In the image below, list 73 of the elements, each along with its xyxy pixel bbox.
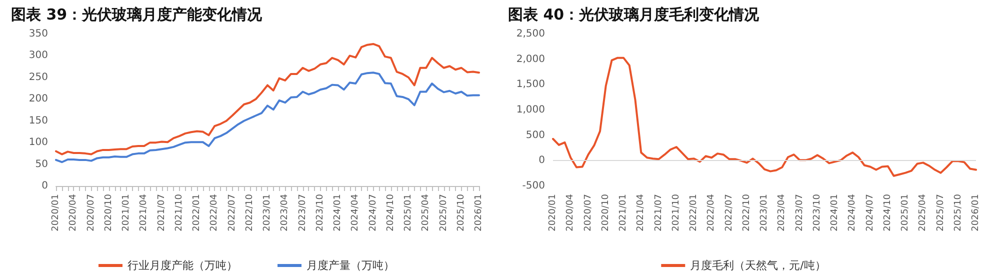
y-tick-label: 500 [526,130,545,141]
x-tick-label: 2025/01 [900,194,910,232]
x-tick-label: 2021/04 [139,194,150,232]
x-tick-label: 2022/01 [689,194,699,232]
x-tick-label: 2026/01 [474,194,484,232]
x-tick-label: 2020/04 [68,194,79,232]
x-tick-label: 2023/10 [315,194,326,232]
x-tick-label: 2022/07 [724,194,734,232]
x-tick-label: 2024/04 [350,194,361,232]
x-tick-label: 2025/07 [936,194,946,232]
line-series [55,42,480,156]
x-tick-label: 2024/10 [386,194,396,232]
x-tick-label: 2022/04 [210,194,220,232]
y-tick-label: 50 [35,158,48,170]
x-tick-label: 2023/01 [760,194,770,232]
y-tick-label: 100 [28,137,48,148]
line-series [55,72,480,164]
x-tick-label: 2024/04 [848,194,858,232]
x-tick-label: 2021/07 [156,194,167,232]
x-tick-label: 2020/04 [566,194,576,232]
chart-title: 图表 40：光伏玻璃月度毛利变化情况 [508,6,760,24]
x-tick-label: 2025/07 [438,194,449,232]
y-tick-label: 350 [28,28,48,40]
y-tick-label: 300 [28,50,48,62]
x-tick-label: 2020/01 [548,194,558,232]
x-tick-label: 2024/07 [865,194,876,232]
x-tick-label: 2021/04 [636,194,646,232]
y-tick-label: 1,500 [516,79,545,90]
x-tick-label: 2025/10 [953,194,964,232]
chart-title: 图表 39：光伏玻璃月度产能变化情况 [11,6,264,24]
legend-label: 行业月度产能（万吨） [128,259,238,272]
x-tick-label: 2020/07 [583,194,594,232]
x-tick-label: 2021/10 [174,194,184,232]
x-tick-label: 2021/01 [618,194,628,232]
x-tick-label: 2023/01 [262,194,272,232]
y-tick-label: 200 [28,94,48,105]
y-tick-label: 2,000 [516,54,545,65]
x-tick-label: 2021/01 [122,194,132,232]
x-tick-label: 2020/10 [104,194,114,232]
x-tick-label: 2023/07 [298,194,308,232]
x-tick-label: 2024/10 [882,194,893,232]
x-tick-label: 2022/10 [244,194,255,232]
y-tick-label: 2,500 [516,28,545,40]
x-tick-label: 2023/04 [280,194,290,232]
x-tick-label: 2022/10 [742,194,752,232]
y-tick-label: 0 [42,180,48,192]
x-tick-label: 2020/01 [51,194,61,232]
x-tick-label: 2022/07 [227,194,238,232]
x-tick-label: 2025/10 [456,194,466,232]
x-tick-label: 2021/10 [671,194,682,232]
line-series [552,56,977,177]
y-tick-label: 150 [28,115,48,126]
x-tick-label: 2025/04 [421,194,432,232]
x-tick-label: 2024/01 [333,194,343,232]
x-tick-label: 2024/07 [368,194,378,232]
x-tick-label: 2020/07 [86,194,96,232]
x-tick-label: 2026/01 [971,194,981,232]
x-tick-label: 2025/04 [918,194,928,232]
x-tick-label: 2023/10 [812,194,822,232]
y-tick-label: -500 [522,180,545,192]
legend-label: 月度毛利（天然气，元/吨） [690,259,826,272]
x-tick-label: 2022/01 [192,194,202,232]
x-tick-label: 2020/10 [600,194,611,232]
x-tick-label: 2025/01 [404,194,414,232]
y-tick-label: 0 [538,155,545,166]
y-tick-label: 250 [28,72,48,83]
legend-label: 月度产量（万吨） [306,259,394,272]
x-tick-label: 2023/04 [777,194,788,232]
y-tick-label: 1,000 [516,104,545,116]
x-tick-label: 2022/04 [706,194,717,232]
x-tick-label: 2024/01 [830,194,840,232]
x-tick-label: 2021/07 [654,194,664,232]
x-tick-label: 2023/07 [794,194,805,232]
